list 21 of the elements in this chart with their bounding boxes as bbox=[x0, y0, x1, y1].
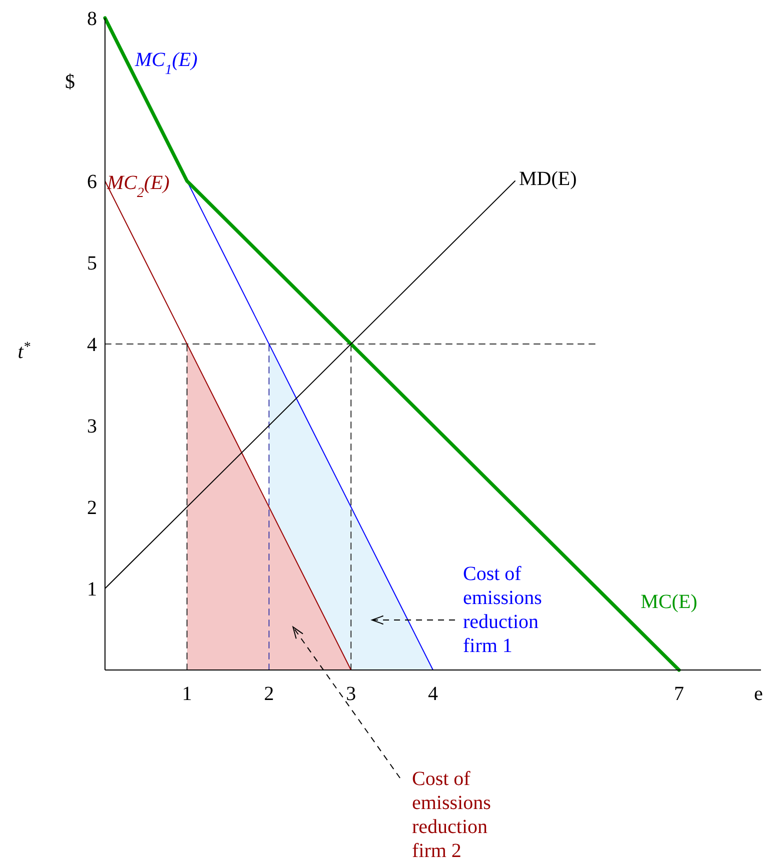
series-label: MC$_{2}$(E) bbox=[106, 172, 170, 200]
annotation: Cost of emissions reduction firm 1 bbox=[463, 563, 542, 657]
x-axis-title: e bbox=[754, 683, 763, 705]
y-tick-label: 5 bbox=[87, 252, 97, 274]
y-tick-label: 3 bbox=[87, 416, 97, 438]
series-label: MC$_{1}$(E) bbox=[134, 49, 198, 78]
x-tick-label: 7 bbox=[674, 683, 684, 705]
x-tick-label: 1 bbox=[182, 683, 192, 705]
text: Cost of emissions reduction firm 2 bbox=[412, 768, 492, 862]
y-tick-label: 8 bbox=[87, 8, 97, 30]
text: t$^{*}$ bbox=[18, 340, 30, 363]
x-tick-label: 3 bbox=[346, 683, 356, 705]
x-tick-label: 4 bbox=[428, 683, 438, 705]
series-label: MD(E) bbox=[519, 168, 577, 190]
y-tick-label: 1 bbox=[87, 578, 97, 600]
y-tick-label: 6 bbox=[87, 171, 97, 193]
x-tick-label: 2 bbox=[264, 683, 274, 705]
y-axis-title: $ bbox=[65, 71, 75, 93]
series-label: MC(E) bbox=[640, 591, 698, 613]
y-tick-label: 2 bbox=[87, 497, 97, 519]
y-tick-label: 4 bbox=[87, 334, 97, 356]
